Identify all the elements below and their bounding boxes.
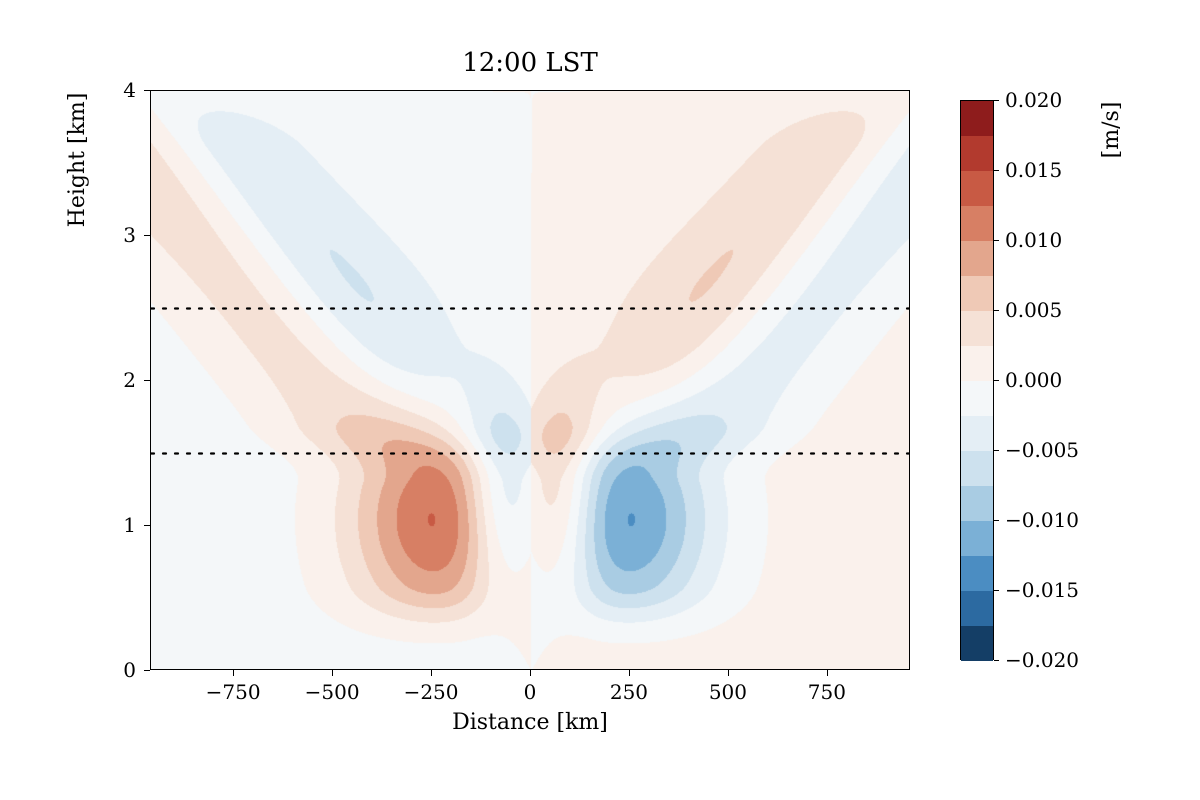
colorbar-swatch [961,206,993,241]
y-tick-label: 4 [116,78,136,102]
colorbar-tick-mark [994,660,999,661]
colorbar-tick-label: −0.005 [1005,438,1079,462]
y-tick-label: 3 [116,223,136,247]
figure-stage: 12:00 LST Distance [km] Height [km] [m/s… [0,0,1200,800]
colorbar-tick-mark [994,520,999,521]
x-tick-mark [728,670,729,676]
colorbar-swatch [961,591,993,626]
colorbar-swatch [961,276,993,311]
y-tick-mark [144,380,150,381]
colorbar-tick-mark [994,240,999,241]
colorbar-swatch [961,311,993,346]
y-tick-label: 2 [116,368,136,392]
colorbar-swatch [961,381,993,416]
x-tick-mark [827,670,828,676]
y-tick-mark [144,235,150,236]
colorbar [960,100,994,660]
x-axis-label: Distance [km] [150,710,910,735]
colorbar-tick-mark [994,590,999,591]
colorbar-swatch [961,171,993,206]
colorbar-tick-label: 0.005 [1005,298,1062,322]
x-tick-label: −250 [404,680,459,704]
plot-area [150,90,910,670]
colorbar-swatch [961,241,993,276]
y-tick-mark [144,525,150,526]
x-tick-mark [332,670,333,676]
colorbar-swatch [961,626,993,661]
x-tick-mark [431,670,432,676]
colorbar-tick-mark [994,310,999,311]
y-axis-label: Height [km] [65,0,90,450]
y-tick-mark [144,90,150,91]
x-tick-label: 750 [808,680,846,704]
colorbar-swatch [961,451,993,486]
x-tick-label: −750 [206,680,261,704]
plot-title: 12:00 LST [150,48,910,78]
colorbar-tick-label: 0.010 [1005,228,1062,252]
colorbar-swatch [961,521,993,556]
y-tick-label: 0 [116,658,136,682]
x-tick-label: −500 [305,680,360,704]
colorbar-tick-mark [994,170,999,171]
colorbar-tick-label: 0.000 [1005,368,1062,392]
x-tick-label: 500 [709,680,747,704]
x-tick-mark [629,670,630,676]
colorbar-swatch [961,101,993,136]
colorbar-swatch [961,556,993,591]
y-tick-mark [144,670,150,671]
reference-lines [151,91,910,670]
x-tick-mark [530,670,531,676]
colorbar-tick-mark [994,450,999,451]
colorbar-swatch [961,346,993,381]
colorbar-tick-label: −0.015 [1005,578,1079,602]
colorbar-tick-label: 0.020 [1005,88,1062,112]
y-tick-label: 1 [116,513,136,537]
colorbar-tick-label: 0.015 [1005,158,1062,182]
colorbar-swatch [961,486,993,521]
x-tick-label: 250 [610,680,648,704]
colorbar-swatch [961,416,993,451]
colorbar-tick-mark [994,100,999,101]
colorbar-tick-label: −0.010 [1005,508,1079,532]
colorbar-label: [m/s] [1099,0,1124,410]
x-tick-label: 0 [524,680,537,704]
x-tick-mark [233,670,234,676]
colorbar-tick-label: −0.020 [1005,648,1079,672]
colorbar-tick-mark [994,380,999,381]
colorbar-swatch [961,136,993,171]
